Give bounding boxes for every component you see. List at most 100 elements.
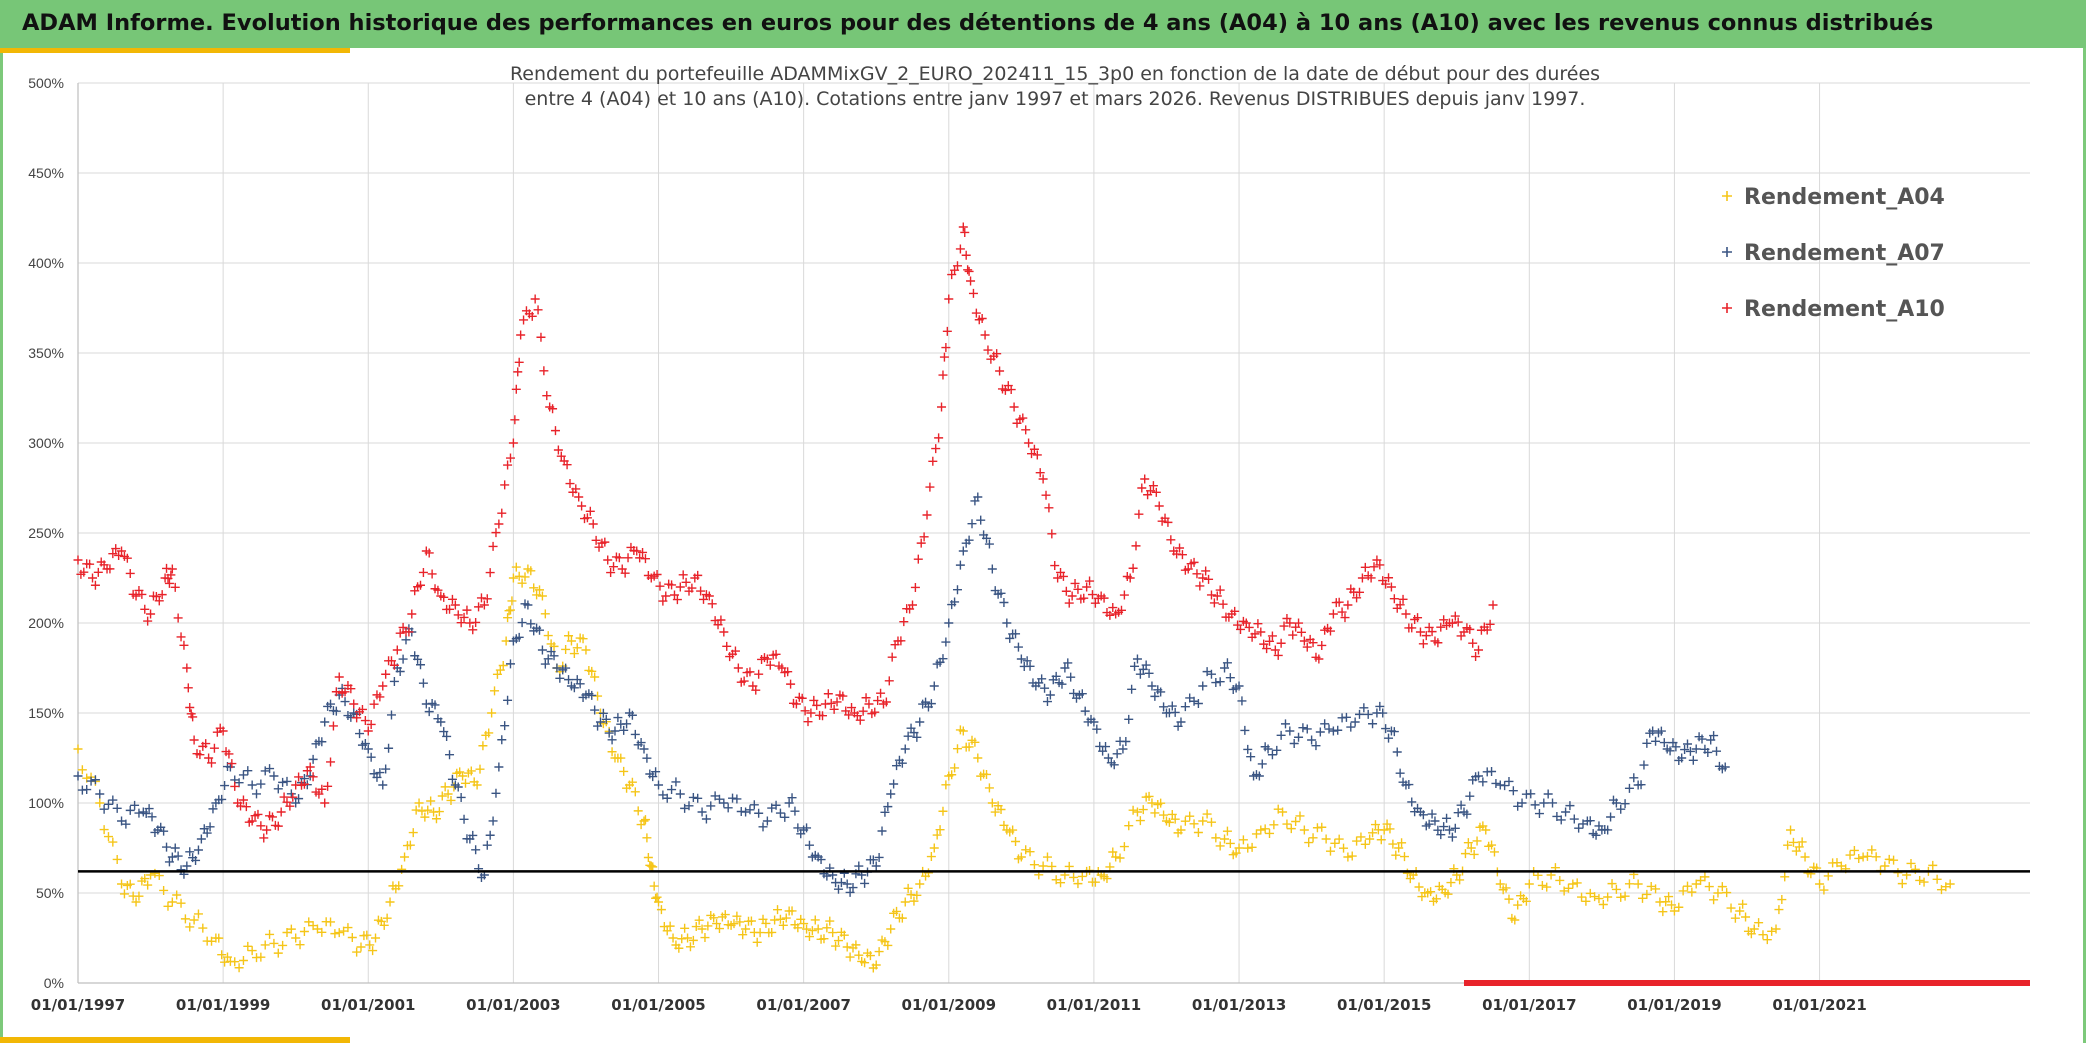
data-point-interpolated bbox=[1218, 599, 1228, 609]
data-point-interpolated bbox=[331, 687, 341, 697]
data-point-interpolated bbox=[990, 807, 1000, 817]
data-point-interpolated bbox=[1661, 897, 1671, 907]
data-point-interpolated bbox=[326, 917, 336, 927]
data-point-interpolated bbox=[112, 803, 122, 813]
data-point-interpolated bbox=[1555, 875, 1565, 885]
data-points bbox=[73, 222, 1955, 973]
data-point-interpolated bbox=[787, 906, 797, 916]
data-point-interpolated bbox=[164, 857, 174, 867]
data-point-interpolated bbox=[418, 567, 428, 577]
data-point-interpolated bbox=[802, 823, 812, 833]
data-point-interpolated bbox=[823, 689, 833, 699]
data-point-interpolated bbox=[1572, 878, 1582, 888]
data-point-interpolated bbox=[1109, 760, 1119, 770]
data-point-interpolated bbox=[355, 729, 365, 739]
data-point bbox=[1060, 663, 1070, 673]
data-point-interpolated bbox=[667, 580, 677, 590]
data-point-interpolated bbox=[947, 770, 957, 780]
data-point bbox=[363, 744, 373, 754]
data-point bbox=[937, 402, 947, 412]
data-point bbox=[146, 609, 156, 619]
data-point-interpolated bbox=[1443, 889, 1453, 899]
data-point-interpolated bbox=[1189, 696, 1199, 706]
data-point-interpolated bbox=[1453, 617, 1463, 627]
data-point bbox=[1321, 834, 1331, 844]
data-point-interpolated bbox=[884, 676, 894, 686]
data-point bbox=[1154, 501, 1164, 511]
data-point bbox=[1299, 825, 1309, 835]
data-point-interpolated bbox=[408, 828, 418, 838]
data-point bbox=[668, 933, 678, 943]
data-point-interpolated bbox=[500, 480, 510, 490]
data-point bbox=[566, 636, 576, 646]
data-point-interpolated bbox=[1376, 835, 1386, 845]
data-point-interpolated bbox=[430, 700, 440, 710]
data-point-interpolated bbox=[630, 787, 640, 797]
data-point-interpolated bbox=[672, 595, 682, 605]
data-point-interpolated bbox=[1073, 879, 1083, 889]
data-point-interpolated bbox=[564, 675, 574, 685]
data-point-interpolated bbox=[1667, 900, 1677, 910]
data-point bbox=[1176, 717, 1186, 727]
data-point-interpolated bbox=[1276, 638, 1286, 648]
data-point-interpolated bbox=[1501, 883, 1511, 893]
data-point bbox=[958, 222, 968, 232]
data-point-interpolated bbox=[121, 819, 131, 829]
data-point-interpolated bbox=[1260, 824, 1270, 834]
data-point-interpolated bbox=[1079, 593, 1089, 603]
data-point-interpolated bbox=[781, 913, 791, 923]
data-point-interpolated bbox=[1680, 745, 1690, 755]
data-point-interpolated bbox=[1092, 724, 1102, 734]
header-bar: ADAM Informe. Evolution historique des p… bbox=[0, 0, 2086, 48]
data-point-interpolated bbox=[1433, 638, 1443, 648]
data-point-interpolated bbox=[514, 357, 524, 367]
data-point-interpolated bbox=[752, 937, 762, 947]
data-point-interpolated bbox=[967, 519, 977, 529]
data-point-interpolated bbox=[1057, 679, 1067, 689]
data-point-interpolated bbox=[754, 808, 764, 818]
data-point-interpolated bbox=[1682, 881, 1692, 891]
data-point-interpolated bbox=[340, 697, 350, 707]
data-point bbox=[697, 807, 707, 817]
accent-bar-bottom bbox=[0, 1037, 350, 1043]
data-point bbox=[762, 654, 772, 664]
data-point-interpolated bbox=[984, 783, 994, 793]
data-point-interpolated bbox=[761, 918, 771, 928]
data-point-interpolated bbox=[577, 501, 587, 511]
data-point-interpolated bbox=[941, 637, 951, 647]
data-point-interpolated bbox=[892, 761, 902, 771]
data-point-interpolated bbox=[1491, 778, 1501, 788]
data-point-interpolated bbox=[587, 666, 597, 676]
data-point-interpolated bbox=[395, 666, 405, 676]
data-point-interpolated bbox=[903, 731, 913, 741]
data-point-interpolated bbox=[870, 707, 880, 717]
data-point-interpolated bbox=[1175, 543, 1185, 553]
data-point-interpolated bbox=[519, 315, 529, 325]
data-point-interpolated bbox=[482, 594, 492, 604]
data-point-interpolated bbox=[1077, 871, 1087, 881]
data-point-interpolated bbox=[942, 326, 952, 336]
data-point-interpolated bbox=[379, 920, 389, 930]
data-point-interpolated bbox=[1382, 819, 1392, 829]
data-point-interpolated bbox=[1317, 640, 1327, 650]
data-point-interpolated bbox=[810, 915, 820, 925]
data-point-interpolated bbox=[916, 538, 926, 548]
data-point-interpolated bbox=[85, 559, 95, 569]
data-point-interpolated bbox=[539, 366, 549, 376]
data-point-interpolated bbox=[1504, 776, 1514, 786]
data-point-interpolated bbox=[86, 776, 96, 786]
data-point bbox=[1009, 402, 1019, 412]
data-point-interpolated bbox=[1137, 483, 1147, 493]
data-point-interpolated bbox=[1246, 752, 1256, 762]
data-point-interpolated bbox=[640, 815, 650, 825]
data-point-interpolated bbox=[418, 678, 428, 688]
x-tick-label: 01/01/1997 bbox=[31, 996, 125, 1014]
data-point-interpolated bbox=[561, 644, 571, 654]
data-point-interpolated bbox=[716, 615, 726, 625]
data-point-interpolated bbox=[1115, 853, 1125, 863]
data-point-interpolated bbox=[861, 693, 871, 703]
data-point-interpolated bbox=[543, 631, 553, 641]
data-point bbox=[595, 717, 605, 727]
data-point-interpolated bbox=[433, 585, 443, 595]
data-point-interpolated bbox=[720, 910, 730, 920]
